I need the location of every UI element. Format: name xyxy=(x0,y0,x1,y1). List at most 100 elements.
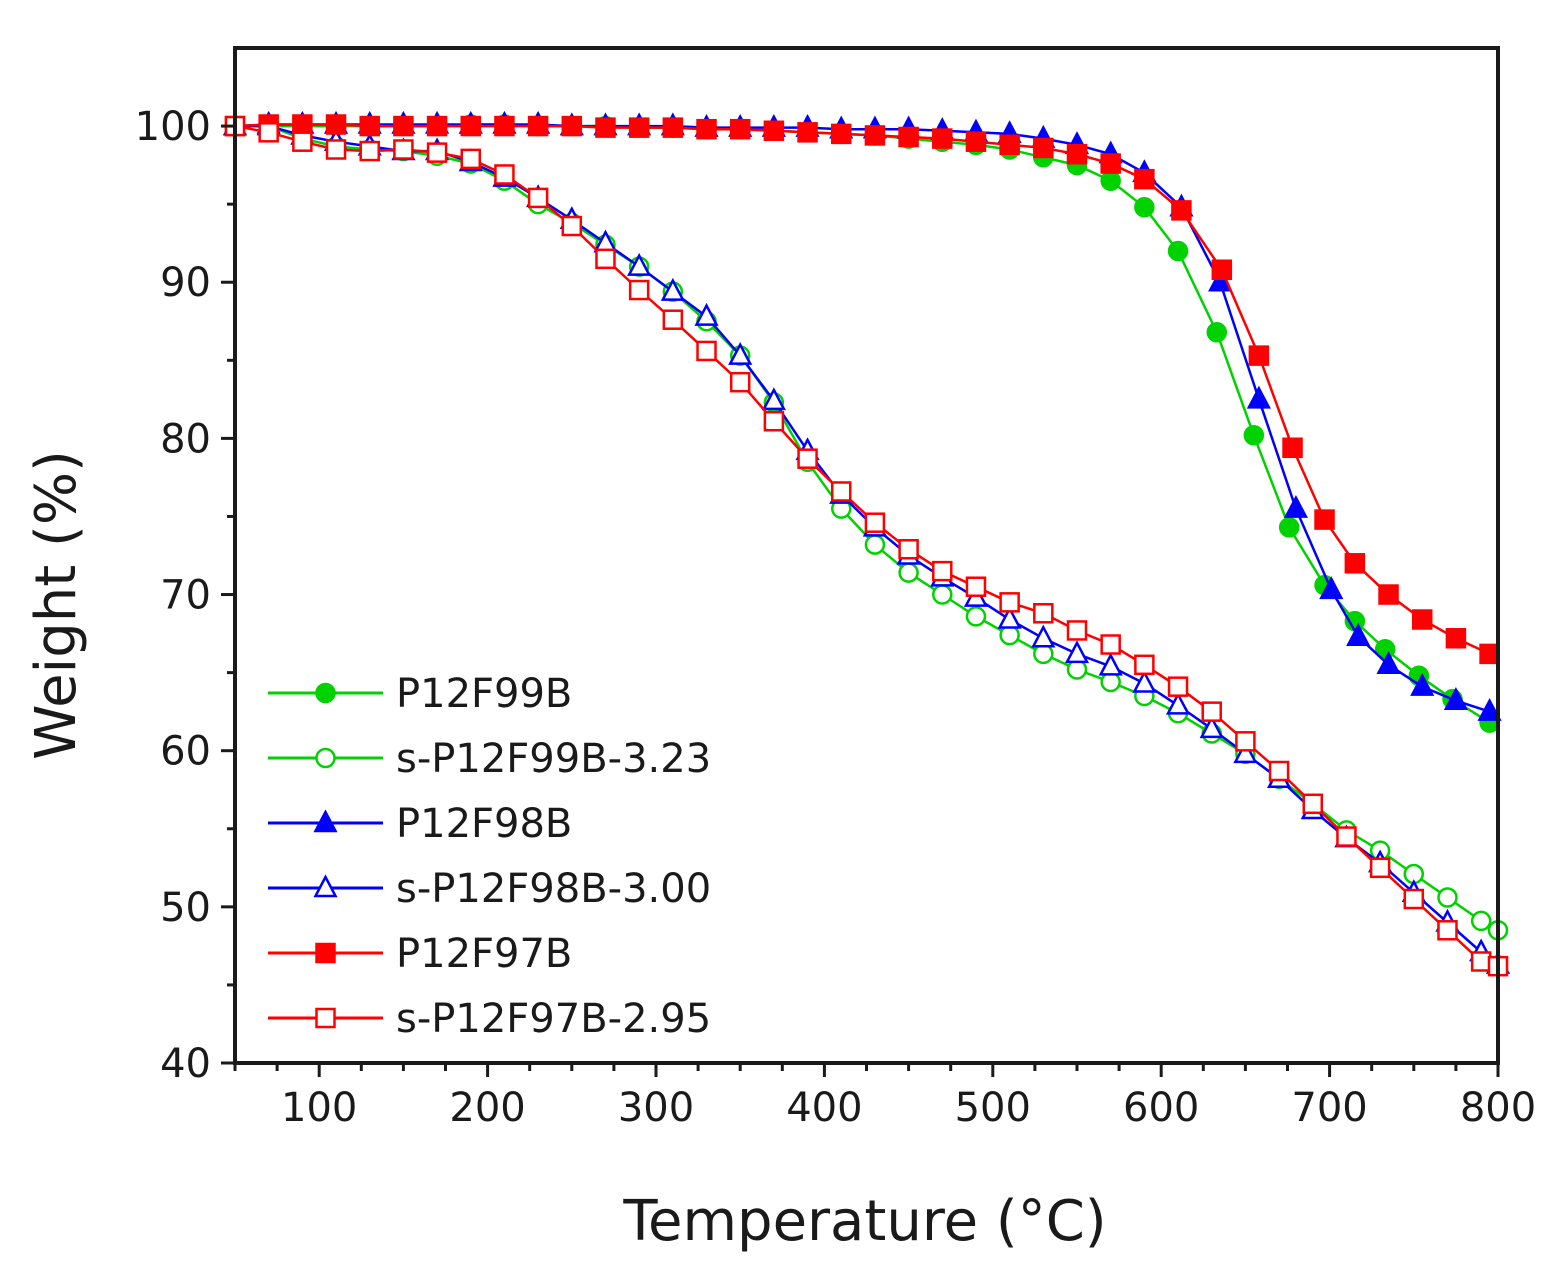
legend-marker xyxy=(315,942,336,964)
data-point xyxy=(1171,200,1192,221)
data-point xyxy=(830,481,852,502)
data-point xyxy=(932,560,953,582)
data-point xyxy=(1246,385,1271,409)
data-point xyxy=(694,302,719,326)
legend-label: s-P12F99B-3.23 xyxy=(396,736,711,782)
data-point xyxy=(1132,669,1157,693)
data-point xyxy=(965,606,987,627)
legend-label: P12F97B xyxy=(396,931,572,977)
data-point xyxy=(696,118,717,140)
data-point xyxy=(898,126,919,148)
legend-entry: s-P12F99B-3.23 xyxy=(268,736,711,782)
data-point xyxy=(1336,826,1357,847)
legend-entry: s-P12F98B-3.00 xyxy=(268,866,711,912)
data-point xyxy=(1376,651,1401,675)
data-point xyxy=(1100,170,1121,191)
data-point xyxy=(1411,609,1433,630)
series-s-P12F97B-2.95 xyxy=(224,115,1509,977)
data-point xyxy=(1479,643,1500,665)
data-point xyxy=(628,117,650,138)
data-point xyxy=(1199,715,1224,739)
data-point xyxy=(1211,259,1233,280)
legend-label: s-P12F97B-2.95 xyxy=(396,996,711,1042)
data-point xyxy=(1165,691,1191,715)
series-line xyxy=(234,123,1490,713)
data-point xyxy=(1278,517,1300,538)
data-point xyxy=(1033,137,1054,159)
data-point xyxy=(1033,603,1054,624)
data-point xyxy=(696,340,717,362)
data-point xyxy=(1282,437,1303,459)
data-point xyxy=(1100,671,1121,693)
data-point xyxy=(999,134,1020,156)
data-point xyxy=(494,115,515,137)
data-point xyxy=(763,410,785,432)
y-tick-label: 60 xyxy=(160,729,211,775)
y-tick-label: 100 xyxy=(135,104,211,150)
x-tick-label: 500 xyxy=(955,1085,1031,1131)
data-point xyxy=(1346,623,1371,646)
data-point xyxy=(561,215,583,237)
data-point xyxy=(1066,143,1088,165)
data-point xyxy=(325,139,347,160)
data-point xyxy=(898,539,919,560)
data-point xyxy=(1134,197,1155,218)
data-point xyxy=(965,576,987,597)
x-tick-label: 800 xyxy=(1460,1085,1536,1131)
x-tick-label: 200 xyxy=(449,1085,525,1131)
data-point xyxy=(1243,425,1265,446)
data-point xyxy=(1443,687,1468,710)
data-point xyxy=(1319,576,1344,600)
y-axis-title: Weight (%) xyxy=(24,450,89,760)
data-point xyxy=(258,122,279,143)
series-line xyxy=(235,123,1491,724)
data-point xyxy=(1378,584,1399,605)
data-point xyxy=(763,120,785,142)
data-point xyxy=(1445,628,1467,649)
series-line xyxy=(234,123,1491,656)
data-point xyxy=(561,115,583,137)
data-point xyxy=(1066,620,1088,641)
data-point xyxy=(494,164,515,185)
data-point xyxy=(1064,640,1090,664)
data-point xyxy=(1134,654,1155,676)
legend-label: P12F99B xyxy=(396,671,572,717)
data-point xyxy=(627,252,652,276)
data-point xyxy=(997,605,1022,629)
data-point xyxy=(1268,760,1290,782)
data-point xyxy=(359,115,380,137)
data-point xyxy=(660,277,685,301)
data-point xyxy=(1208,268,1233,292)
data-point xyxy=(797,448,818,469)
data-point xyxy=(999,592,1020,613)
legend-marker xyxy=(315,1007,336,1029)
legend-marker xyxy=(315,747,336,769)
data-point xyxy=(999,624,1020,646)
x-tick-label: 700 xyxy=(1291,1085,1367,1131)
data-point xyxy=(1167,676,1189,697)
data-point xyxy=(393,139,414,160)
series-P12F99B xyxy=(224,114,1500,733)
data-point xyxy=(1477,697,1502,721)
data-point xyxy=(728,341,753,365)
y-tick-label: 70 xyxy=(160,573,211,619)
x-axis-title: Temperature (°C) xyxy=(622,1189,1106,1254)
legend-entry: P12F98B xyxy=(268,801,572,847)
data-point xyxy=(1233,740,1258,764)
data-point xyxy=(460,148,482,170)
axes: 100 200 300 400 500 600 700 800 40 50 60 70 80 90 100 xyxy=(135,46,1536,1131)
data-point xyxy=(1206,321,1228,343)
data-point xyxy=(1314,509,1335,530)
data-point xyxy=(1283,494,1308,518)
data-point xyxy=(595,248,616,270)
data-point xyxy=(1100,634,1121,655)
data-point xyxy=(426,142,448,163)
x-tick-label: 300 xyxy=(618,1085,694,1131)
data-point xyxy=(1437,920,1458,941)
data-point xyxy=(864,512,886,533)
data-point xyxy=(628,279,650,301)
data-point xyxy=(1248,345,1270,366)
legend: P12F99B s-P12F99B-3.23 P12F98B s-P12F98B-3.… xyxy=(268,671,711,1042)
legend-marker xyxy=(313,809,338,833)
data-point xyxy=(864,125,886,146)
